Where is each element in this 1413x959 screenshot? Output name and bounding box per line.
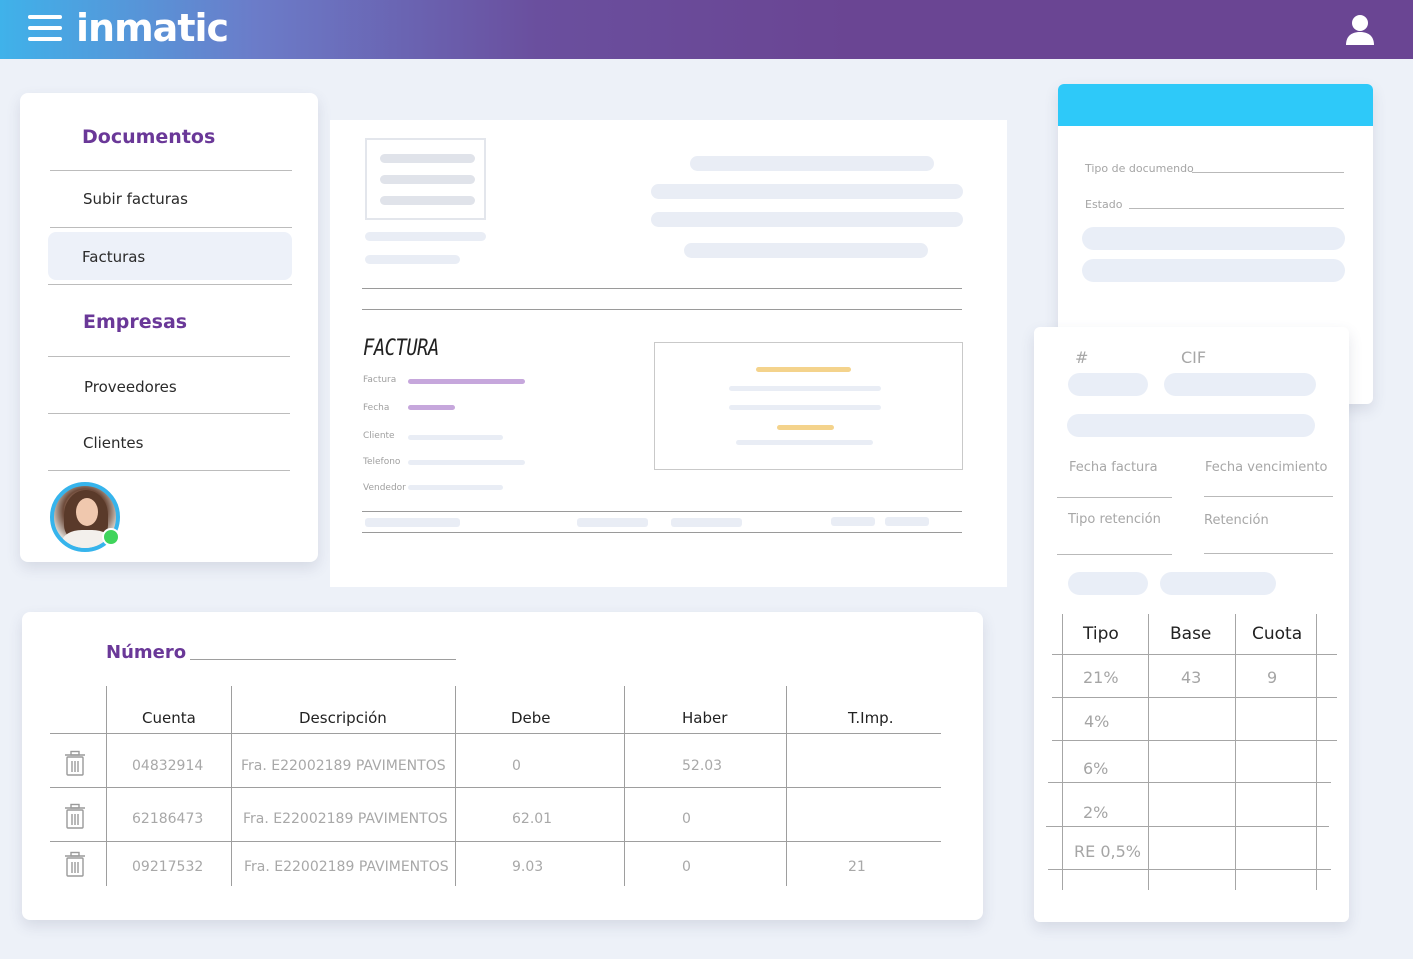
cell-cuenta[interactable]: 09217532: [132, 859, 204, 875]
col-header-cuenta: Cuenta: [142, 709, 196, 727]
cell-debe[interactable]: 62.01: [512, 811, 553, 827]
tipo-retencion-label: Tipo retención: [1068, 512, 1161, 527]
cell-haber[interactable]: 52.03: [682, 758, 723, 774]
invoice-preview: FACTURA Factura Fecha Cliente Telefono V…: [330, 120, 1007, 587]
fecha-factura-field[interactable]: [1057, 497, 1172, 498]
form-input-placeholder[interactable]: [1068, 572, 1148, 595]
section-documentos: Documentos: [82, 126, 216, 148]
retencion-field[interactable]: [1204, 553, 1333, 554]
cell-debe[interactable]: 0: [512, 758, 521, 774]
number-input[interactable]: [1068, 373, 1148, 396]
sidebar-item-active-bg: [48, 232, 292, 280]
fecha-factura-label: Fecha factura: [1069, 460, 1158, 475]
tax-cell[interactable]: 4%: [1084, 712, 1110, 731]
field-label: Telefono: [363, 457, 401, 467]
tax-header-tipo: Tipo: [1083, 624, 1119, 644]
sidebar-item-facturas[interactable]: Facturas: [82, 248, 146, 266]
fecha-vencimiento-label: Fecha vencimiento: [1205, 460, 1328, 475]
cell-debe[interactable]: 9.03: [512, 859, 544, 875]
cell-descripcion[interactable]: Fra. E22002189 PAVIMENTOS: [241, 758, 446, 774]
cif-label: CIF: [1181, 348, 1207, 367]
col-header-descripcion: Descripción: [299, 709, 387, 727]
cell-descripcion[interactable]: Fra. E22002189 PAVIMENTOS: [244, 859, 449, 875]
sidebar-item-subir-facturas[interactable]: Subir facturas: [83, 190, 188, 208]
field-label: Factura: [363, 375, 397, 385]
estado-label: Estado: [1085, 198, 1123, 211]
cell-descripcion[interactable]: Fra. E22002189 PAVIMENTOS: [243, 811, 448, 827]
online-status-dot: [102, 528, 120, 546]
sidebar: Documentos Subir facturas Facturas Empre…: [20, 93, 318, 562]
tipo-retencion-field[interactable]: [1057, 554, 1172, 555]
form-input-placeholder[interactable]: [1160, 572, 1276, 595]
numero-field[interactable]: [190, 659, 456, 660]
trash-icon[interactable]: [64, 851, 86, 877]
tax-cell[interactable]: 21%: [1083, 668, 1119, 687]
cell-timp[interactable]: 21: [848, 859, 866, 875]
sidebar-item-clientes[interactable]: Clientes: [83, 434, 144, 452]
cell-cuenta[interactable]: 04832914: [132, 758, 204, 774]
brand-logo[interactable]: inmatic: [76, 6, 229, 50]
tax-header-cuota: Cuota: [1252, 624, 1303, 644]
invoice-title: FACTURA: [363, 336, 439, 361]
logo-placeholder: [365, 138, 486, 220]
hamburger-icon[interactable]: [28, 14, 62, 42]
cif-input[interactable]: [1164, 373, 1316, 396]
hash-label: #: [1075, 348, 1089, 367]
form-input-placeholder[interactable]: [1082, 227, 1345, 250]
tax-cell[interactable]: RE 0,5%: [1074, 842, 1141, 861]
tipo-documento-label: Tipo de documendo: [1085, 162, 1194, 175]
numero-label: Número: [106, 642, 187, 663]
tax-cell[interactable]: 2%: [1083, 803, 1109, 822]
field-label: Vendedor: [363, 483, 406, 493]
tax-cell[interactable]: 6%: [1083, 759, 1109, 778]
tax-cell[interactable]: 9: [1267, 668, 1278, 687]
entries-card: Número Cuenta Descripción Debe Haber T.I…: [22, 612, 983, 920]
retencion-label: Retención: [1204, 513, 1269, 528]
invoice-data-card: # CIF Fecha factura Fecha vencimiento Ti…: [1034, 327, 1349, 922]
fecha-vencimiento-field[interactable]: [1204, 496, 1333, 497]
col-header-debe: Debe: [511, 709, 551, 727]
estado-field[interactable]: [1129, 208, 1344, 209]
card-header-band: [1058, 84, 1373, 126]
user-icon[interactable]: [1345, 14, 1375, 46]
col-header-haber: Haber: [682, 709, 728, 727]
field-label: Cliente: [363, 431, 395, 441]
tax-cell[interactable]: 43: [1181, 668, 1202, 687]
trash-icon[interactable]: [64, 803, 86, 829]
sidebar-item-proveedores[interactable]: Proveedores: [84, 378, 177, 396]
form-input-placeholder[interactable]: [1082, 259, 1345, 282]
tipo-documento-field[interactable]: [1192, 172, 1344, 173]
top-bar: inmatic: [0, 0, 1413, 59]
cell-cuenta[interactable]: 62186473: [132, 811, 204, 827]
tax-header-base: Base: [1170, 624, 1212, 644]
field-label: Fecha: [363, 403, 390, 413]
totals-box: [654, 342, 963, 470]
section-empresas: Empresas: [83, 311, 188, 333]
cell-haber[interactable]: 0: [682, 859, 691, 875]
col-header-timp: T.Imp.: [848, 709, 894, 727]
trash-icon[interactable]: [64, 750, 86, 776]
avatar[interactable]: [50, 482, 120, 552]
cell-haber[interactable]: 0: [682, 811, 691, 827]
name-input[interactable]: [1067, 414, 1315, 437]
